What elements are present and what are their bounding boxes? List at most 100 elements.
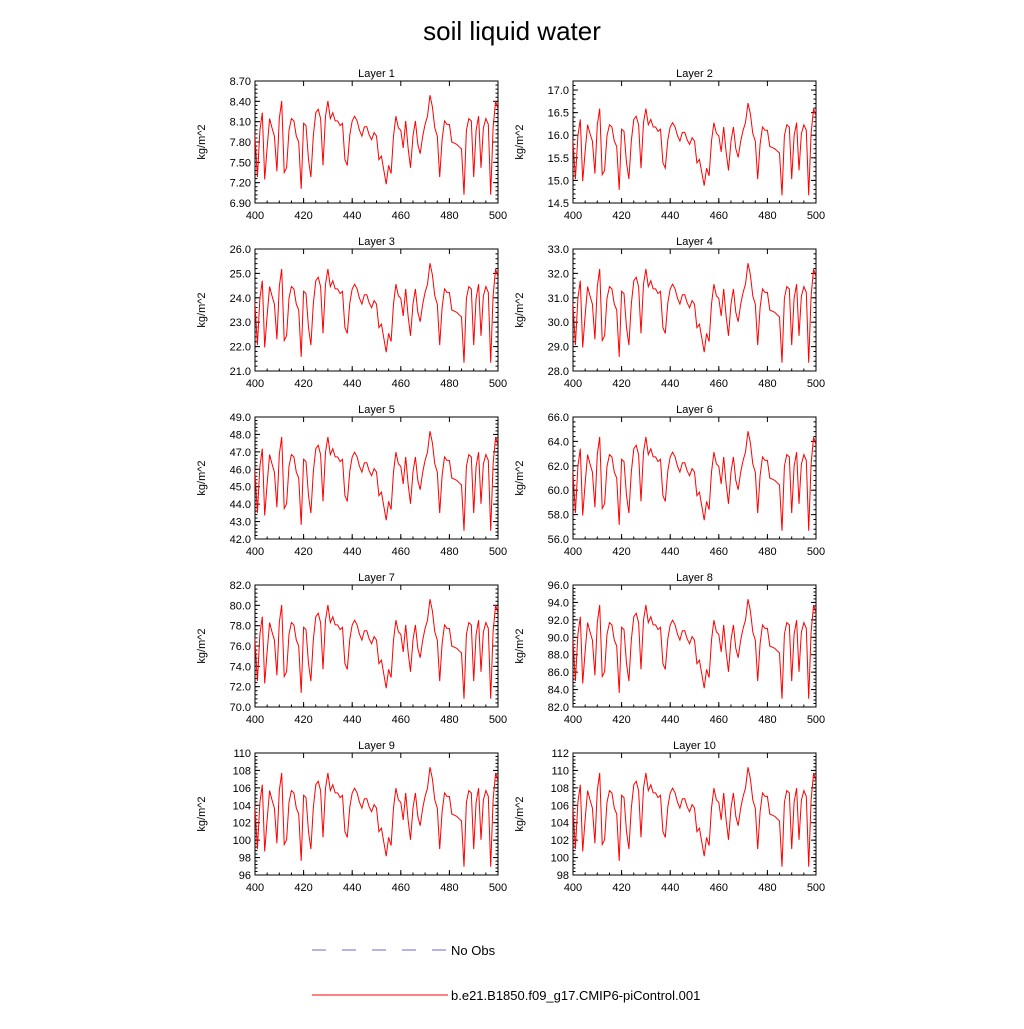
panel-grid: Layer 1 kg/m^2 400 420 440 460 480 500 6.90 7.20 7… [196, 68, 825, 894]
y-tick-label: 66.0 [548, 412, 569, 424]
plot-frame [254, 584, 499, 708]
panel-title: Layer 6 [676, 404, 713, 416]
x-tick-label: 420 [612, 714, 630, 726]
y-tick-label: 23.0 [230, 317, 251, 329]
x-tick-label: 420 [612, 882, 630, 894]
y-tick-label: 88.0 [548, 650, 569, 662]
panel-layer-8: Layer 8 kg/m^2 400 420 440 460 480 500 82.0 84.0 8… [514, 572, 825, 726]
y-axis-label: kg/m^2 [514, 124, 526, 159]
y-tick-label: 8.70 [230, 76, 251, 88]
panel-layer-1: Layer 1 kg/m^2 400 420 440 460 480 500 6.90 7.20 7… [196, 68, 507, 222]
x-tick-label: 420 [612, 378, 630, 390]
y-tick-label: 106 [551, 800, 569, 812]
x-tick-label: 400 [246, 714, 264, 726]
y-tick-label: 43.0 [230, 517, 251, 529]
y-tick-label: 49.0 [230, 412, 251, 424]
series-line [255, 599, 498, 699]
y-axis-label: kg/m^2 [196, 124, 208, 159]
y-tick-label: 58.0 [548, 510, 569, 522]
y-tick-label: 102 [233, 818, 251, 830]
y-tick-label: 32.0 [548, 268, 569, 280]
x-tick-label: 480 [440, 882, 458, 894]
x-tick-label: 500 [489, 210, 507, 222]
x-tick-label: 460 [710, 714, 728, 726]
y-tick-label: 70.0 [230, 702, 251, 714]
y-tick-label: 98 [557, 870, 569, 882]
x-tick-label: 460 [710, 882, 728, 894]
y-axis-label: kg/m^2 [196, 796, 208, 831]
y-axis-label: kg/m^2 [514, 796, 526, 831]
y-tick-label: 42.0 [230, 534, 251, 546]
x-tick-label: 480 [758, 546, 776, 558]
y-tick-label: 108 [551, 783, 569, 795]
y-tick-label: 17.0 [548, 85, 569, 97]
x-tick-label: 400 [564, 882, 582, 894]
x-tick-label: 460 [392, 210, 410, 222]
x-tick-label: 420 [294, 714, 312, 726]
panel-title: Layer 10 [673, 740, 716, 752]
y-tick-label: 7.80 [230, 137, 251, 149]
panel-title: Layer 9 [358, 740, 395, 752]
y-tick-label: 82.0 [230, 580, 251, 592]
legend-no-obs-label: No Obs [451, 943, 496, 958]
plot-frame [572, 584, 817, 708]
panel-title: Layer 8 [676, 572, 713, 584]
y-tick-label: 86.0 [548, 667, 569, 679]
panel-title: Layer 7 [358, 572, 395, 584]
x-tick-label: 480 [758, 882, 776, 894]
x-tick-label: 400 [246, 546, 264, 558]
y-tick-label: 8.40 [230, 96, 251, 108]
y-tick-label: 102 [551, 835, 569, 847]
x-tick-label: 440 [343, 882, 361, 894]
x-tick-label: 500 [489, 714, 507, 726]
x-tick-label: 460 [392, 378, 410, 390]
x-tick-label: 420 [612, 546, 630, 558]
x-tick-label: 500 [489, 882, 507, 894]
y-tick-label: 47.0 [230, 447, 251, 459]
x-tick-label: 420 [612, 210, 630, 222]
series-line [573, 599, 816, 699]
series-line [255, 95, 498, 195]
y-tick-label: 62.0 [548, 461, 569, 473]
plot-frame [254, 416, 499, 540]
series-line [573, 263, 816, 363]
y-tick-label: 82.0 [548, 702, 569, 714]
x-tick-label: 500 [489, 546, 507, 558]
y-tick-label: 74.0 [230, 661, 251, 673]
panel-layer-2: Layer 2 kg/m^2 400 420 440 460 480 500 14.5 15.0 1… [514, 68, 825, 222]
panel-title: Layer 2 [676, 68, 713, 80]
y-tick-label: 56.0 [548, 534, 569, 546]
y-tick-label: 6.90 [230, 198, 251, 210]
x-tick-label: 500 [807, 882, 825, 894]
x-tick-label: 440 [343, 378, 361, 390]
y-tick-label: 96.0 [548, 580, 569, 592]
x-tick-label: 480 [440, 378, 458, 390]
series-line [573, 431, 816, 531]
plot-frame [254, 80, 499, 204]
panel-layer-9: Layer 9 kg/m^2 400 420 440 460 480 500 96 98 100 10… [196, 740, 507, 894]
y-tick-label: 78.0 [230, 621, 251, 633]
panel-layer-5: Layer 5 kg/m^2 400 420 440 460 480 500 42.0 43.0 4… [196, 404, 507, 558]
x-tick-label: 500 [807, 210, 825, 222]
series-line [573, 767, 816, 867]
x-tick-label: 440 [343, 210, 361, 222]
x-tick-label: 400 [246, 378, 264, 390]
panel-title: Layer 5 [358, 404, 395, 416]
y-tick-label: 60.0 [548, 485, 569, 497]
x-tick-label: 480 [758, 378, 776, 390]
x-tick-label: 500 [807, 714, 825, 726]
series-line [255, 431, 498, 531]
y-tick-label: 110 [551, 765, 569, 777]
y-axis-label: kg/m^2 [196, 460, 208, 495]
x-tick-label: 440 [661, 546, 679, 558]
y-tick-label: 25.0 [230, 268, 251, 280]
plot-frame [254, 248, 499, 372]
y-tick-label: 7.50 [230, 157, 251, 169]
x-tick-label: 400 [564, 546, 582, 558]
x-tick-label: 400 [564, 210, 582, 222]
y-tick-label: 100 [551, 853, 569, 865]
x-tick-label: 400 [246, 882, 264, 894]
y-tick-label: 94.0 [548, 597, 569, 609]
x-tick-label: 460 [392, 546, 410, 558]
y-tick-label: 30.0 [548, 317, 569, 329]
